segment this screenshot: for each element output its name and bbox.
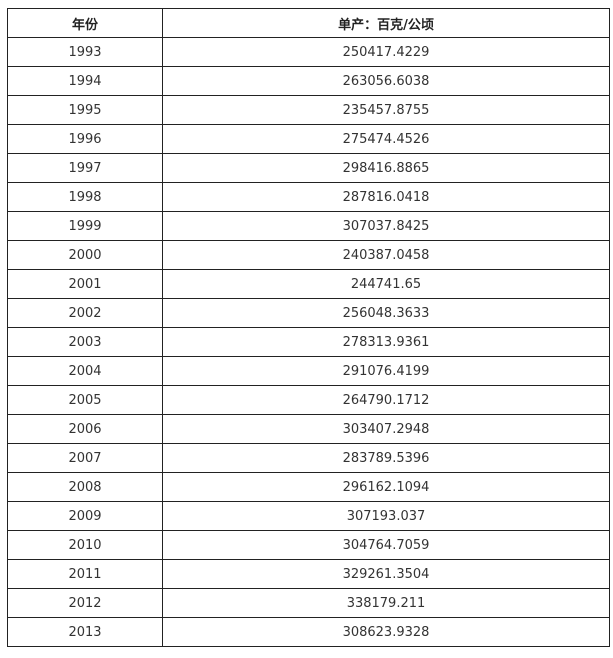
cell-yield: 308623.9328 — [162, 617, 610, 647]
cell-yield: 275474.4526 — [162, 124, 610, 154]
table-row: 2009 307193.037 — [7, 501, 610, 531]
cell-yield: 283789.5396 — [162, 443, 610, 473]
cell-yield: 250417.4229 — [162, 37, 610, 67]
yield-table-container: 年份 单产：百克/公顷 1993 250417.4229 1994 263056.60… — [7, 8, 610, 647]
table-row: 1993 250417.4229 — [7, 37, 610, 67]
table-header-row: 年份 单产：百克/公顷 — [7, 8, 610, 38]
table-row: 2011 329261.3504 — [7, 559, 610, 589]
cell-year: 2011 — [7, 559, 163, 589]
cell-year: 1995 — [7, 95, 163, 125]
table-row: 2005 264790.1712 — [7, 385, 610, 415]
table-row: 2008 296162.1094 — [7, 472, 610, 502]
table-row: 2001 244741.65 — [7, 269, 610, 299]
cell-yield: 298416.8865 — [162, 153, 610, 183]
table-row: 2004 291076.4199 — [7, 356, 610, 386]
cell-yield: 263056.6038 — [162, 66, 610, 96]
header-yield: 单产：百克/公顷 — [162, 8, 610, 38]
cell-year: 2005 — [7, 385, 163, 415]
yield-table: 年份 单产：百克/公顷 1993 250417.4229 1994 263056.60… — [7, 8, 610, 647]
cell-year: 2000 — [7, 240, 163, 270]
cell-yield: 291076.4199 — [162, 356, 610, 386]
table-row: 1994 263056.6038 — [7, 66, 610, 96]
cell-year: 2013 — [7, 617, 163, 647]
cell-yield: 264790.1712 — [162, 385, 610, 415]
cell-year: 1997 — [7, 153, 163, 183]
cell-year: 1994 — [7, 66, 163, 96]
cell-yield: 287816.0418 — [162, 182, 610, 212]
table-row: 2002 256048.3633 — [7, 298, 610, 328]
table-row: 1995 235457.8755 — [7, 95, 610, 125]
table-row: 2000 240387.0458 — [7, 240, 610, 270]
cell-yield: 304764.7059 — [162, 530, 610, 560]
cell-yield: 235457.8755 — [162, 95, 610, 125]
cell-year: 2003 — [7, 327, 163, 357]
cell-yield: 338179.211 — [162, 588, 610, 618]
cell-year: 2002 — [7, 298, 163, 328]
table-row: 1997 298416.8865 — [7, 153, 610, 183]
cell-yield: 244741.65 — [162, 269, 610, 299]
table-row: 1996 275474.4526 — [7, 124, 610, 154]
cell-yield: 303407.2948 — [162, 414, 610, 444]
table-row: 2006 303407.2948 — [7, 414, 610, 444]
cell-year: 2001 — [7, 269, 163, 299]
cell-yield: 240387.0458 — [162, 240, 610, 270]
cell-year: 1998 — [7, 182, 163, 212]
table-row: 1998 287816.0418 — [7, 182, 610, 212]
cell-yield: 307193.037 — [162, 501, 610, 531]
cell-year: 1996 — [7, 124, 163, 154]
table-row: 2012 338179.211 — [7, 588, 610, 618]
table-row: 2013 308623.9328 — [7, 617, 610, 647]
table-row: 2003 278313.9361 — [7, 327, 610, 357]
cell-year: 2007 — [7, 443, 163, 473]
cell-year: 2010 — [7, 530, 163, 560]
cell-year: 1993 — [7, 37, 163, 67]
cell-year: 2012 — [7, 588, 163, 618]
cell-year: 1999 — [7, 211, 163, 241]
cell-year: 2004 — [7, 356, 163, 386]
cell-year: 2008 — [7, 472, 163, 502]
table-row: 1999 307037.8425 — [7, 211, 610, 241]
cell-yield: 307037.8425 — [162, 211, 610, 241]
cell-yield: 296162.1094 — [162, 472, 610, 502]
cell-yield: 256048.3633 — [162, 298, 610, 328]
table-body: 1993 250417.4229 1994 263056.6038 1995 235457… — [7, 37, 610, 647]
header-year: 年份 — [7, 8, 163, 38]
table-row: 2007 283789.5396 — [7, 443, 610, 473]
cell-yield: 329261.3504 — [162, 559, 610, 589]
table-row: 2010 304764.7059 — [7, 530, 610, 560]
cell-year: 2006 — [7, 414, 163, 444]
cell-yield: 278313.9361 — [162, 327, 610, 357]
cell-year: 2009 — [7, 501, 163, 531]
